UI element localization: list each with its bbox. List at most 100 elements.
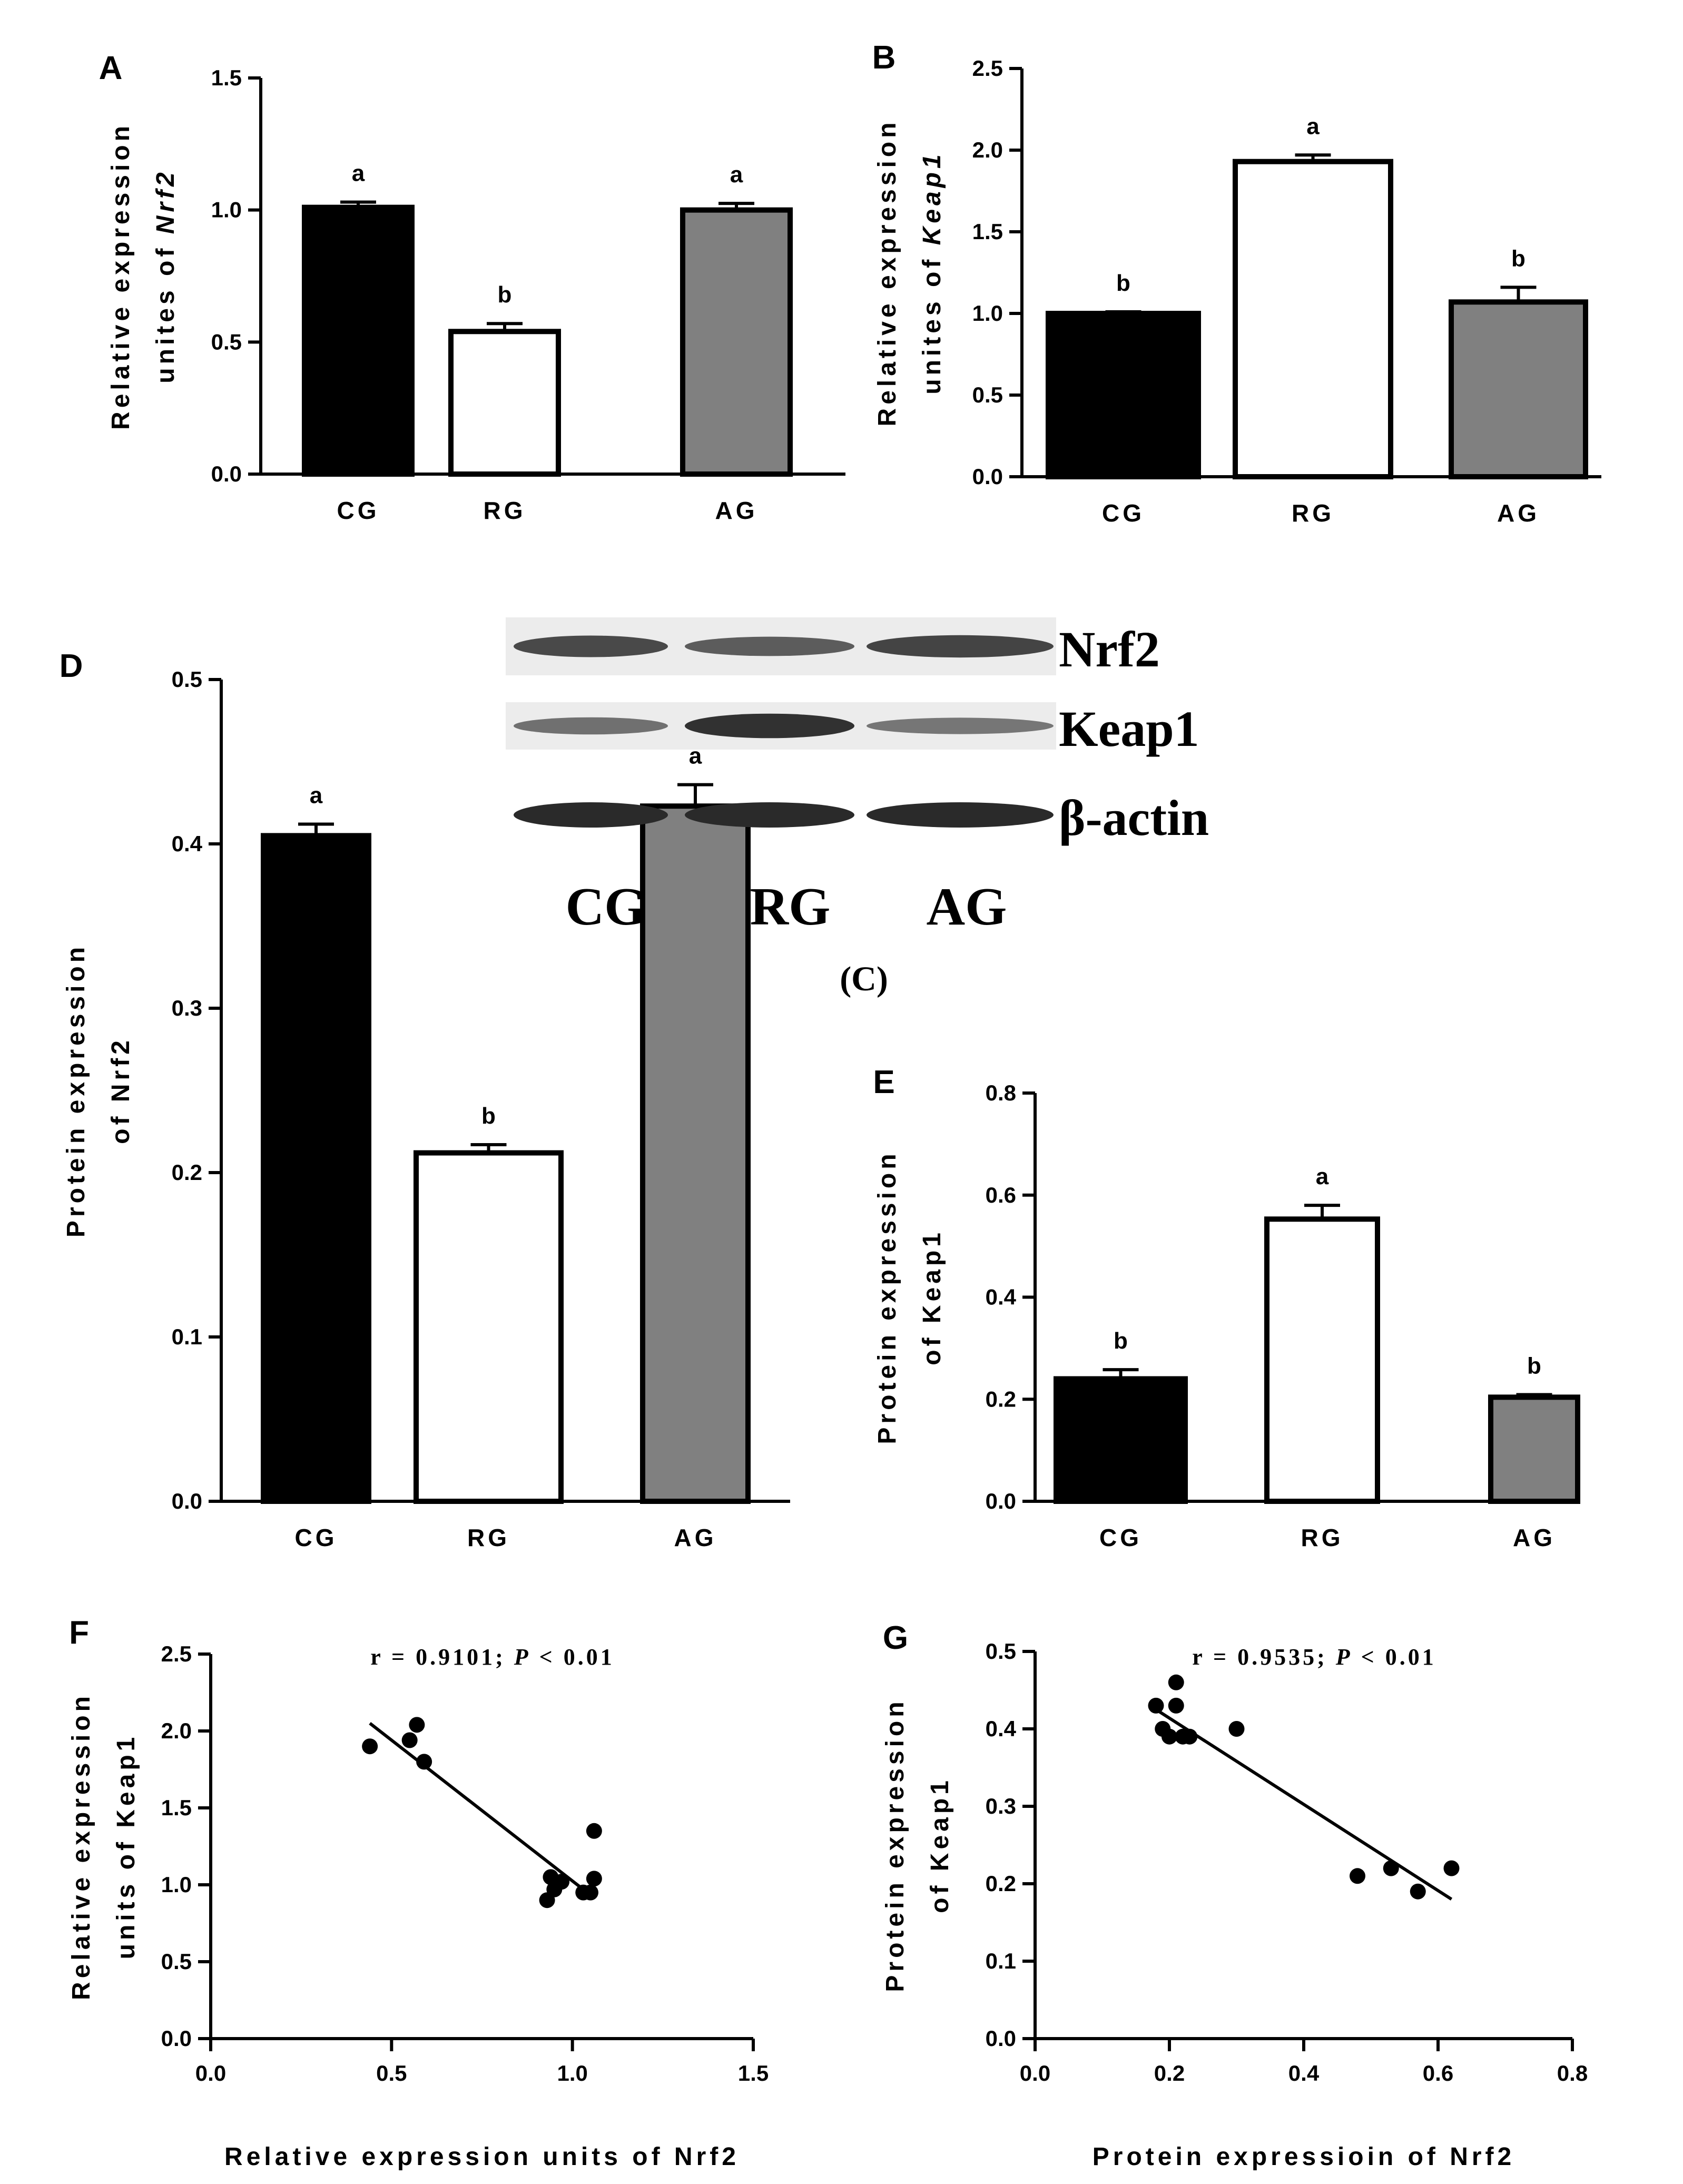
y-tick-label: 0.8 — [986, 1080, 1016, 1105]
blot-band — [867, 802, 1054, 828]
y-tick-label: 0.0 — [211, 461, 242, 486]
data-point — [1162, 1728, 1177, 1745]
data-point — [1148, 1697, 1164, 1714]
data-point — [554, 1874, 570, 1890]
x-tick-label: 0.6 — [1423, 2061, 1453, 2085]
bar-ag — [1449, 299, 1588, 479]
bar-ag — [1488, 1394, 1580, 1504]
y-axis-label-line1: Protein expression — [62, 943, 90, 1237]
y-tick-label: 2.0 — [972, 137, 1003, 162]
data-point — [1350, 1868, 1365, 1884]
stat-p: P — [514, 1644, 531, 1670]
category-label: AG — [715, 497, 758, 524]
x-tick-label: 0.4 — [1288, 2061, 1320, 2085]
blot-row-label: β-actin — [1059, 790, 1209, 846]
y-axis-label-line1: Protein expression — [881, 1698, 909, 1992]
panel-label: D — [60, 648, 83, 684]
y-tick-label: 0.0 — [986, 2026, 1016, 2051]
panel-label: G — [883, 1620, 908, 1656]
regression-line — [369, 1722, 585, 1891]
scatter-panel-g: G 0.0 0.1 0.2 0.3 0.4 0.5 0.0 0.2 0.4 0.6 0.8 Protei… — [881, 1620, 1588, 2171]
y-tick-label: 0.0 — [172, 1489, 202, 1513]
significance-letter: b — [1116, 270, 1130, 296]
y-axis-label-gene: Nrf2 — [152, 169, 180, 234]
stat-threshold: < 0.01 — [531, 1644, 615, 1670]
panel-label: F — [69, 1615, 89, 1651]
y-tick-label: 1.5 — [211, 65, 242, 90]
y-axis-label-line2: unites of Nrf2 — [152, 169, 180, 383]
stat-r: r = 0.9101; — [370, 1644, 514, 1670]
bar-cg — [1046, 311, 1201, 479]
blot-band — [685, 802, 854, 828]
y-tick-label: 1.5 — [972, 219, 1003, 244]
bar-ag — [640, 803, 751, 1504]
x-axis-label: Protein expressioin of Nrf2 — [1093, 2143, 1515, 2171]
category-label: CG — [1102, 499, 1145, 527]
panel-label: E — [873, 1064, 894, 1100]
significance-letter: b — [1511, 245, 1525, 271]
blot-band — [867, 635, 1054, 658]
blot-row-3: β-actin — [514, 790, 1209, 846]
x-tick-label: 0.0 — [1020, 2061, 1050, 2085]
blot-row-label: Nrf2 — [1059, 621, 1160, 677]
bar-rg — [414, 1150, 564, 1504]
blot-lane-label: CG — [566, 877, 646, 937]
data-point — [401, 1732, 418, 1748]
blot-lane-label: AG — [927, 877, 1007, 937]
category-label: AG — [1497, 499, 1540, 527]
significance-letter: b — [481, 1103, 496, 1129]
bar-panel-e: E 0.0 0.2 0.4 0.6 0.8 b CG a RG b AG Protein express… — [873, 1064, 1580, 1551]
y-tick-label: 0.3 — [172, 996, 202, 1020]
category-label: RG — [467, 1524, 510, 1551]
data-point — [1168, 1674, 1184, 1690]
bar-cg — [1054, 1376, 1188, 1504]
data-point — [1168, 1697, 1184, 1714]
western-blot-panel: Nrf2 Keap1 β-actin CG RG AG (C) — [506, 617, 1209, 998]
y-tick-label: 0.1 — [986, 1949, 1016, 1973]
y-tick-label: 0.0 — [986, 1489, 1016, 1513]
significance-letter: a — [1316, 1164, 1329, 1189]
x-tick-label: 0.2 — [1154, 2061, 1185, 2085]
panel-caption: (C) — [840, 960, 888, 998]
data-point — [416, 1754, 432, 1770]
bar-rg — [448, 329, 561, 477]
y-axis-label-prefix: unites of — [152, 234, 180, 383]
bar-panel-a: A 0.0 0.5 1.0 1.5 a CG b RG a AG Relative expressio… — [99, 50, 845, 524]
significance-letter: b — [1114, 1328, 1128, 1354]
stat-threshold: < 0.01 — [1353, 1644, 1436, 1670]
y-tick-label: 0.0 — [972, 464, 1003, 489]
data-point — [1443, 1860, 1460, 1876]
bar-ag — [680, 207, 793, 477]
y-tick-label: 0.5 — [211, 329, 242, 354]
category-label: RG — [1301, 1524, 1344, 1551]
blot-band — [514, 635, 668, 657]
y-tick-label: 1.0 — [972, 301, 1003, 326]
y-tick-label: 0.6 — [986, 1183, 1016, 1207]
correlation-stat: r = 0.9535; P < 0.01 — [1192, 1644, 1436, 1670]
category-label: RG — [484, 497, 526, 524]
y-axis-label-line2: of Keap1 — [918, 1229, 946, 1365]
data-point — [1410, 1883, 1426, 1900]
y-tick-label: 0.4 — [986, 1716, 1017, 1741]
x-tick-label: 0.5 — [376, 2061, 407, 2085]
y-tick-label: 0.1 — [172, 1324, 202, 1349]
y-tick-label: 0.2 — [172, 1160, 202, 1185]
significance-letter: a — [1306, 113, 1320, 139]
significance-letter: a — [310, 783, 323, 809]
stat-p: P — [1335, 1644, 1353, 1670]
blot-lane-label: RG — [750, 877, 831, 937]
y-axis-label-line2: units of Keap1 — [112, 1734, 140, 1960]
scatter-panel-f: F 0.0 0.5 1.0 1.5 2.0 2.5 0.0 0.5 1.0 1.5 Relative … — [67, 1615, 769, 2171]
stat-r: r = 0.9535; — [1192, 1644, 1335, 1670]
blot-row-2: Keap1 — [506, 701, 1199, 757]
x-tick-label: 0.0 — [195, 2061, 226, 2085]
blot-band — [514, 802, 668, 828]
data-point — [586, 1871, 602, 1887]
blot-band — [685, 636, 854, 656]
y-tick-label: 0.0 — [161, 2026, 192, 2051]
y-axis-label-gene: Keap1 — [918, 151, 946, 245]
data-point — [1228, 1721, 1245, 1737]
x-tick-label: 1.0 — [557, 2061, 587, 2085]
y-tick-label: 1.5 — [161, 1795, 192, 1820]
